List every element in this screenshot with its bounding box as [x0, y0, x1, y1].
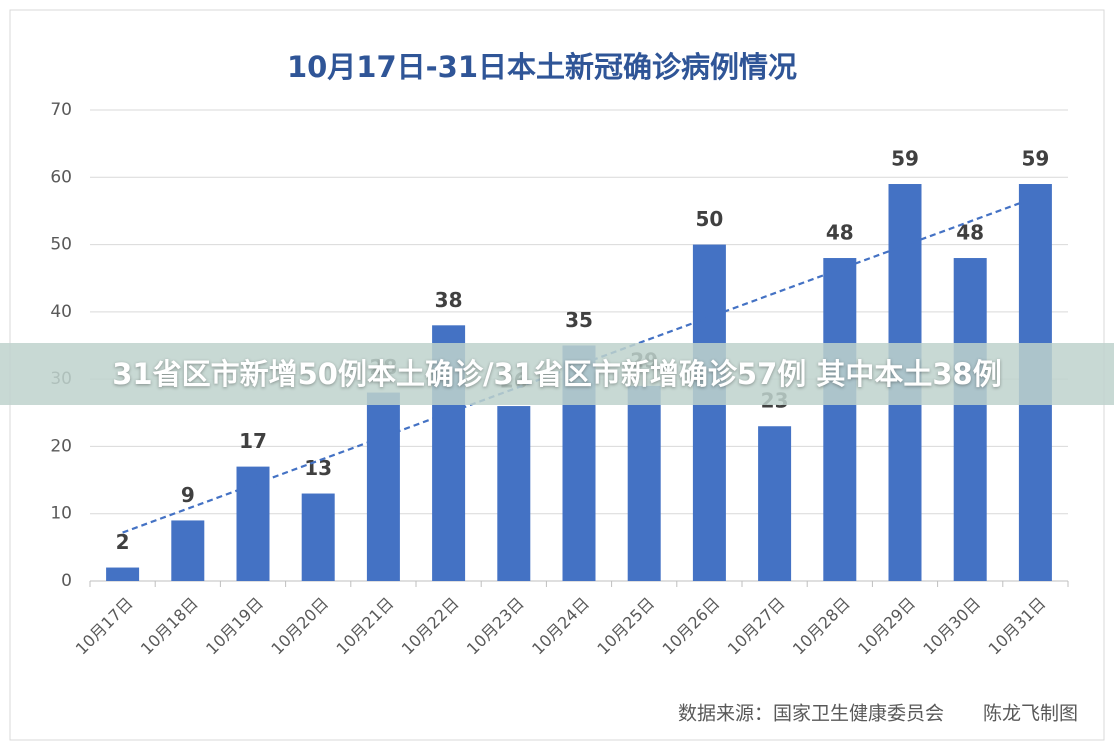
- data-label: 59: [891, 147, 919, 171]
- data-label: 48: [826, 221, 854, 245]
- overlay-banner: 31省区市新增50例本土确诊/31省区市新增确诊57例 其中本土38例: [0, 343, 1114, 405]
- bar: [953, 258, 987, 581]
- data-label: 38: [435, 288, 463, 312]
- y-tick-label: 60: [50, 167, 72, 187]
- bar: [236, 466, 270, 581]
- source: 数据来源：国家卫生健康委员会: [678, 703, 944, 725]
- data-label: 50: [695, 207, 723, 231]
- trendline: [122, 196, 1036, 534]
- y-tick-label: 70: [50, 100, 72, 120]
- bar: [823, 258, 857, 581]
- y-tick-label: 40: [50, 302, 72, 322]
- bar: [627, 385, 661, 581]
- y-tick-label: 0: [61, 571, 72, 591]
- bar: [106, 567, 140, 581]
- data-label: 59: [1021, 147, 1049, 171]
- data-label: 9: [181, 483, 195, 507]
- bar: [366, 392, 400, 581]
- bar: [497, 406, 531, 581]
- credit: 陈龙飞制图: [983, 703, 1078, 725]
- chart-title: 10月17日-31日本土新冠确诊病例情况: [287, 50, 797, 84]
- data-label: 2: [116, 530, 130, 554]
- y-tick-label: 10: [50, 504, 72, 524]
- bar: [692, 244, 726, 582]
- data-label: 35: [565, 308, 593, 332]
- bar: [758, 426, 792, 581]
- y-tick-label: 20: [50, 436, 72, 456]
- bar: [301, 493, 335, 581]
- data-label: 17: [239, 429, 267, 453]
- y-tick-label: 50: [50, 235, 72, 255]
- bar: [171, 520, 205, 581]
- data-label: 13: [304, 456, 332, 480]
